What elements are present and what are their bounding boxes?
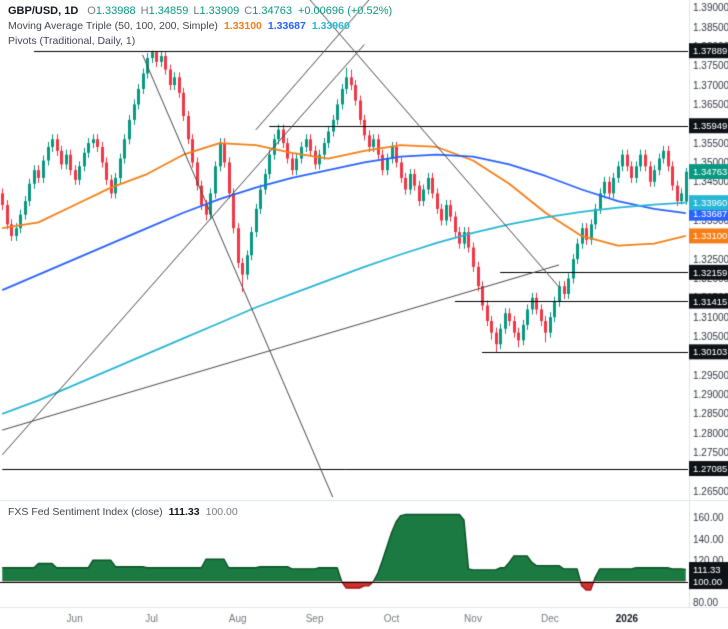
- time-axis[interactable]: [0, 608, 728, 629]
- price-change: +0.00696 (+0.52%): [297, 5, 393, 17]
- sentiment-legend-row[interactable]: FXS Fed Sentiment Index (close) 111.33 100…: [8, 506, 238, 518]
- sentiment-indicator-title: FXS Fed Sentiment Index (close): [8, 506, 163, 518]
- pivots-legend-row[interactable]: Pivots (Traditional, Daily, 1): [8, 34, 392, 49]
- ma100-value: 1.33687: [267, 20, 306, 33]
- ohlc-low: L1.33909: [193, 5, 240, 17]
- price-axis[interactable]: [690, 0, 728, 607]
- ohlc-high: H1.34859: [140, 5, 189, 17]
- legend-pane-main: GBP/USD, 1D O1.33988 H1.34859 L1.33909 C1.34…: [8, 4, 392, 49]
- ohlc-open: O1.33988: [87, 5, 136, 17]
- ma-indicator-title: Moving Average Triple (50, 100, 200, Sim…: [8, 20, 218, 33]
- pivots-indicator-title: Pivots (Traditional, Daily, 1): [8, 35, 136, 48]
- ma50-value: 1.33100: [223, 20, 262, 33]
- ma200-value: 1.33960: [311, 20, 350, 33]
- sentiment-value: 111.33: [168, 506, 200, 518]
- ohlc-close: C1.34763: [244, 5, 292, 17]
- sentiment-baseline-value: 100.00: [205, 506, 238, 518]
- ma-legend-row[interactable]: Moving Average Triple (50, 100, 200, Sim…: [8, 19, 392, 34]
- symbol-title: GBP/USD, 1D: [8, 5, 79, 17]
- symbol-legend-row[interactable]: GBP/USD, 1D O1.33988 H1.34859 L1.33909 C1.34…: [8, 4, 392, 19]
